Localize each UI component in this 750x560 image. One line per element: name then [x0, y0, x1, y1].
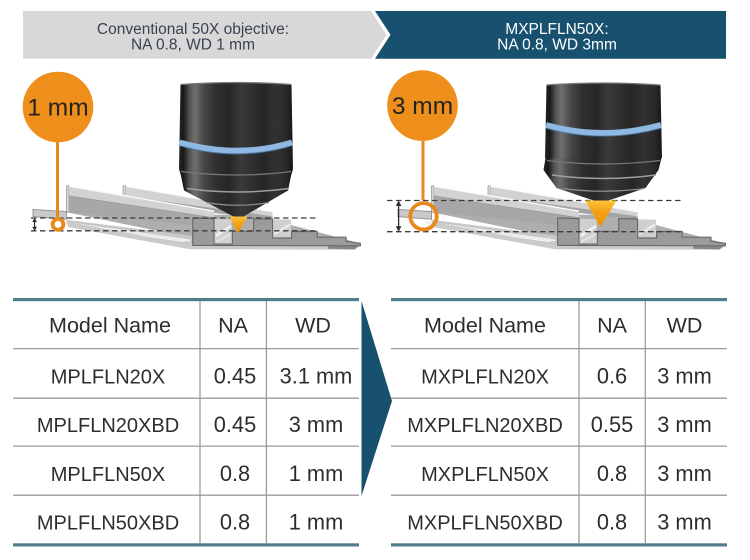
- svg-text:WD: WD: [295, 314, 331, 338]
- svg-text:3.1 mm: 3.1 mm: [280, 364, 353, 389]
- svg-text:1 mm: 1 mm: [289, 510, 344, 535]
- svg-text:MPLFLN20XBD: MPLFLN20XBD: [37, 415, 179, 437]
- svg-text:0.8: 0.8: [220, 461, 250, 486]
- svg-text:0.8: 0.8: [220, 510, 250, 535]
- svg-text:Model Name: Model Name: [424, 314, 546, 338]
- svg-text:NA: NA: [218, 314, 249, 338]
- svg-text:MPLFLN50X: MPLFLN50X: [51, 464, 166, 486]
- svg-text:MXPLFLN20X: MXPLFLN20X: [421, 367, 549, 389]
- svg-text:MXPLFLN50X:: MXPLFLN50X:: [505, 21, 608, 38]
- svg-text:WD: WD: [667, 314, 703, 338]
- svg-text:Model Name: Model Name: [49, 314, 171, 338]
- svg-text:MXPLFLN50X: MXPLFLN50X: [421, 464, 549, 486]
- svg-text:Conventional 50X objective:: Conventional 50X objective:: [97, 21, 289, 38]
- svg-text:0.55: 0.55: [591, 412, 633, 437]
- svg-text:3 mm: 3 mm: [392, 93, 453, 120]
- svg-text:0.6: 0.6: [597, 364, 627, 389]
- svg-text:0.8: 0.8: [597, 510, 627, 535]
- svg-text:3 mm: 3 mm: [657, 412, 712, 437]
- svg-text:0.45: 0.45: [214, 412, 256, 437]
- svg-text:3 mm: 3 mm: [289, 412, 344, 437]
- svg-text:0.45: 0.45: [214, 364, 256, 389]
- svg-text:3 mm: 3 mm: [657, 364, 712, 389]
- svg-text:1 mm: 1 mm: [289, 461, 344, 486]
- svg-text:MXPLFLN20XBD: MXPLFLN20XBD: [407, 415, 563, 437]
- svg-text:MPLFLN50XBD: MPLFLN50XBD: [37, 513, 179, 535]
- svg-text:MPLFLN20X: MPLFLN20X: [51, 367, 166, 389]
- svg-text:NA 0.8, WD 1 mm: NA 0.8, WD 1 mm: [131, 37, 255, 54]
- svg-text:0.8: 0.8: [597, 461, 627, 486]
- svg-text:3 mm: 3 mm: [657, 510, 712, 535]
- svg-text:3 mm: 3 mm: [657, 461, 712, 486]
- svg-text:NA 0.8, WD 3mm: NA 0.8, WD 3mm: [497, 37, 617, 54]
- svg-text:1 mm: 1 mm: [27, 95, 88, 122]
- svg-text:MXPLFLN50XBD: MXPLFLN50XBD: [407, 513, 563, 535]
- svg-text:NA: NA: [597, 314, 628, 338]
